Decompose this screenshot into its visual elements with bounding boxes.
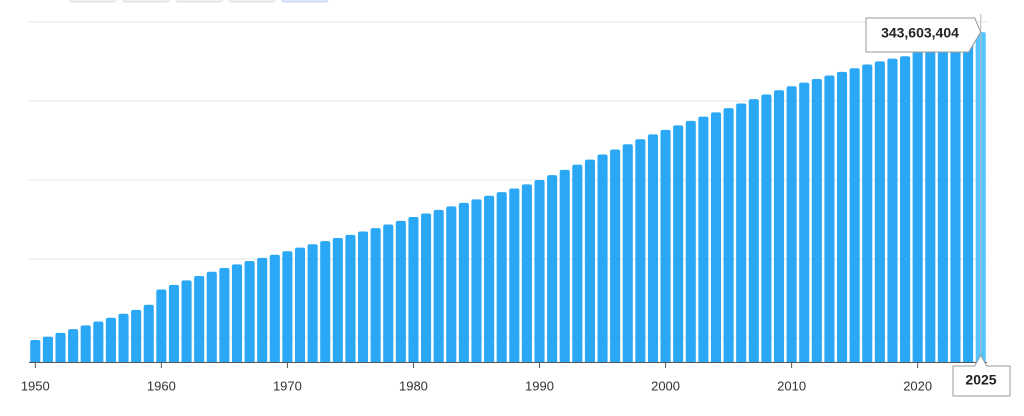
bar[interactable] [849,68,860,363]
bar[interactable] [370,228,381,362]
bar[interactable] [345,234,356,362]
bar[interactable] [559,169,570,362]
tooltip-value: 343,603,404 [881,25,959,41]
bar[interactable] [937,47,948,362]
bar[interactable] [761,94,772,362]
bar[interactable] [534,179,545,362]
toolbar-button[interactable] [228,0,276,3]
bar[interactable] [736,103,747,362]
bar[interactable] [584,159,595,362]
bar[interactable] [547,175,558,362]
bar[interactable] [433,209,444,362]
bar[interactable] [963,37,974,362]
bar[interactable] [610,149,621,363]
x-tick-label: 2020 [903,378,932,393]
bar[interactable] [156,289,167,362]
bar[interactable] [673,125,684,362]
bar[interactable] [836,71,848,362]
bar[interactable] [710,112,722,362]
bar[interactable] [421,213,432,362]
toolbar-button[interactable] [281,0,329,3]
bar[interactable] [105,317,116,362]
tooltip-box [952,353,1011,397]
bar[interactable] [496,192,507,362]
bar[interactable] [395,220,406,362]
bar[interactable] [269,254,280,362]
bar[interactable] [786,86,797,362]
bar[interactable] [698,116,709,362]
x-tick-label: 1960 [147,378,176,393]
bar[interactable] [824,75,835,362]
toolbar-button[interactable] [122,0,170,3]
bar[interactable] [635,139,646,362]
bar[interactable] [471,199,482,362]
x-tick-label: 1950 [21,378,50,393]
x-tick-label: 2010 [777,378,806,393]
x-tick-label: 1990 [525,378,554,393]
bar[interactable] [773,90,785,363]
bar[interactable] [68,329,79,362]
bar[interactable] [231,264,243,362]
bar[interactable] [723,108,734,362]
bar[interactable] [597,154,608,362]
bar[interactable] [118,313,129,362]
x-tick-label: 1970 [273,378,302,393]
bar[interactable] [55,332,66,362]
bar[interactable] [622,144,633,362]
bar[interactable] [874,61,885,362]
bar[interactable] [862,64,873,363]
bar[interactable] [572,164,583,362]
bar[interactable] [168,284,180,362]
x-tick-label: 2000 [651,378,680,393]
toolbar-button[interactable] [69,0,117,3]
bar[interactable] [685,120,696,362]
bar[interactable] [484,195,495,362]
tooltip-box [865,17,982,53]
bar[interactable] [307,244,318,362]
bar[interactable] [244,261,255,362]
bar[interactable] [660,129,671,362]
bar[interactable] [912,51,923,362]
bar[interactable] [93,321,104,362]
bar[interactable] [446,206,457,362]
bar[interactable] [294,247,306,362]
bar[interactable] [181,280,192,362]
bar[interactable] [408,216,419,362]
tooltip-x: 2025 [965,372,996,388]
toolbar-button[interactable] [175,0,223,3]
bar[interactable] [143,304,154,362]
toolbar [69,0,329,3]
bar[interactable] [282,251,293,362]
bar[interactable] [42,336,53,362]
bar[interactable] [332,237,343,362]
bar[interactable] [811,79,822,363]
bar[interactable] [206,271,217,362]
bar[interactable] [131,309,142,362]
bar[interactable] [257,257,268,362]
bar[interactable] [647,134,659,362]
bar[interactable] [509,188,520,362]
bar[interactable] [383,224,394,362]
bar[interactable] [194,276,205,362]
x-tick-label: 1980 [399,378,428,393]
bar[interactable] [950,42,961,363]
bar[interactable] [458,202,469,362]
bar[interactable] [219,267,230,362]
bar[interactable] [900,56,911,362]
bar[interactable] [887,58,898,363]
bar[interactable] [521,184,532,362]
bar[interactable] [320,241,331,362]
bar[interactable] [799,82,810,363]
bar[interactable] [925,50,936,363]
bar[interactable] [748,99,759,362]
bar[interactable] [30,340,41,362]
bar[interactable] [357,231,369,362]
bar[interactable] [80,325,91,362]
